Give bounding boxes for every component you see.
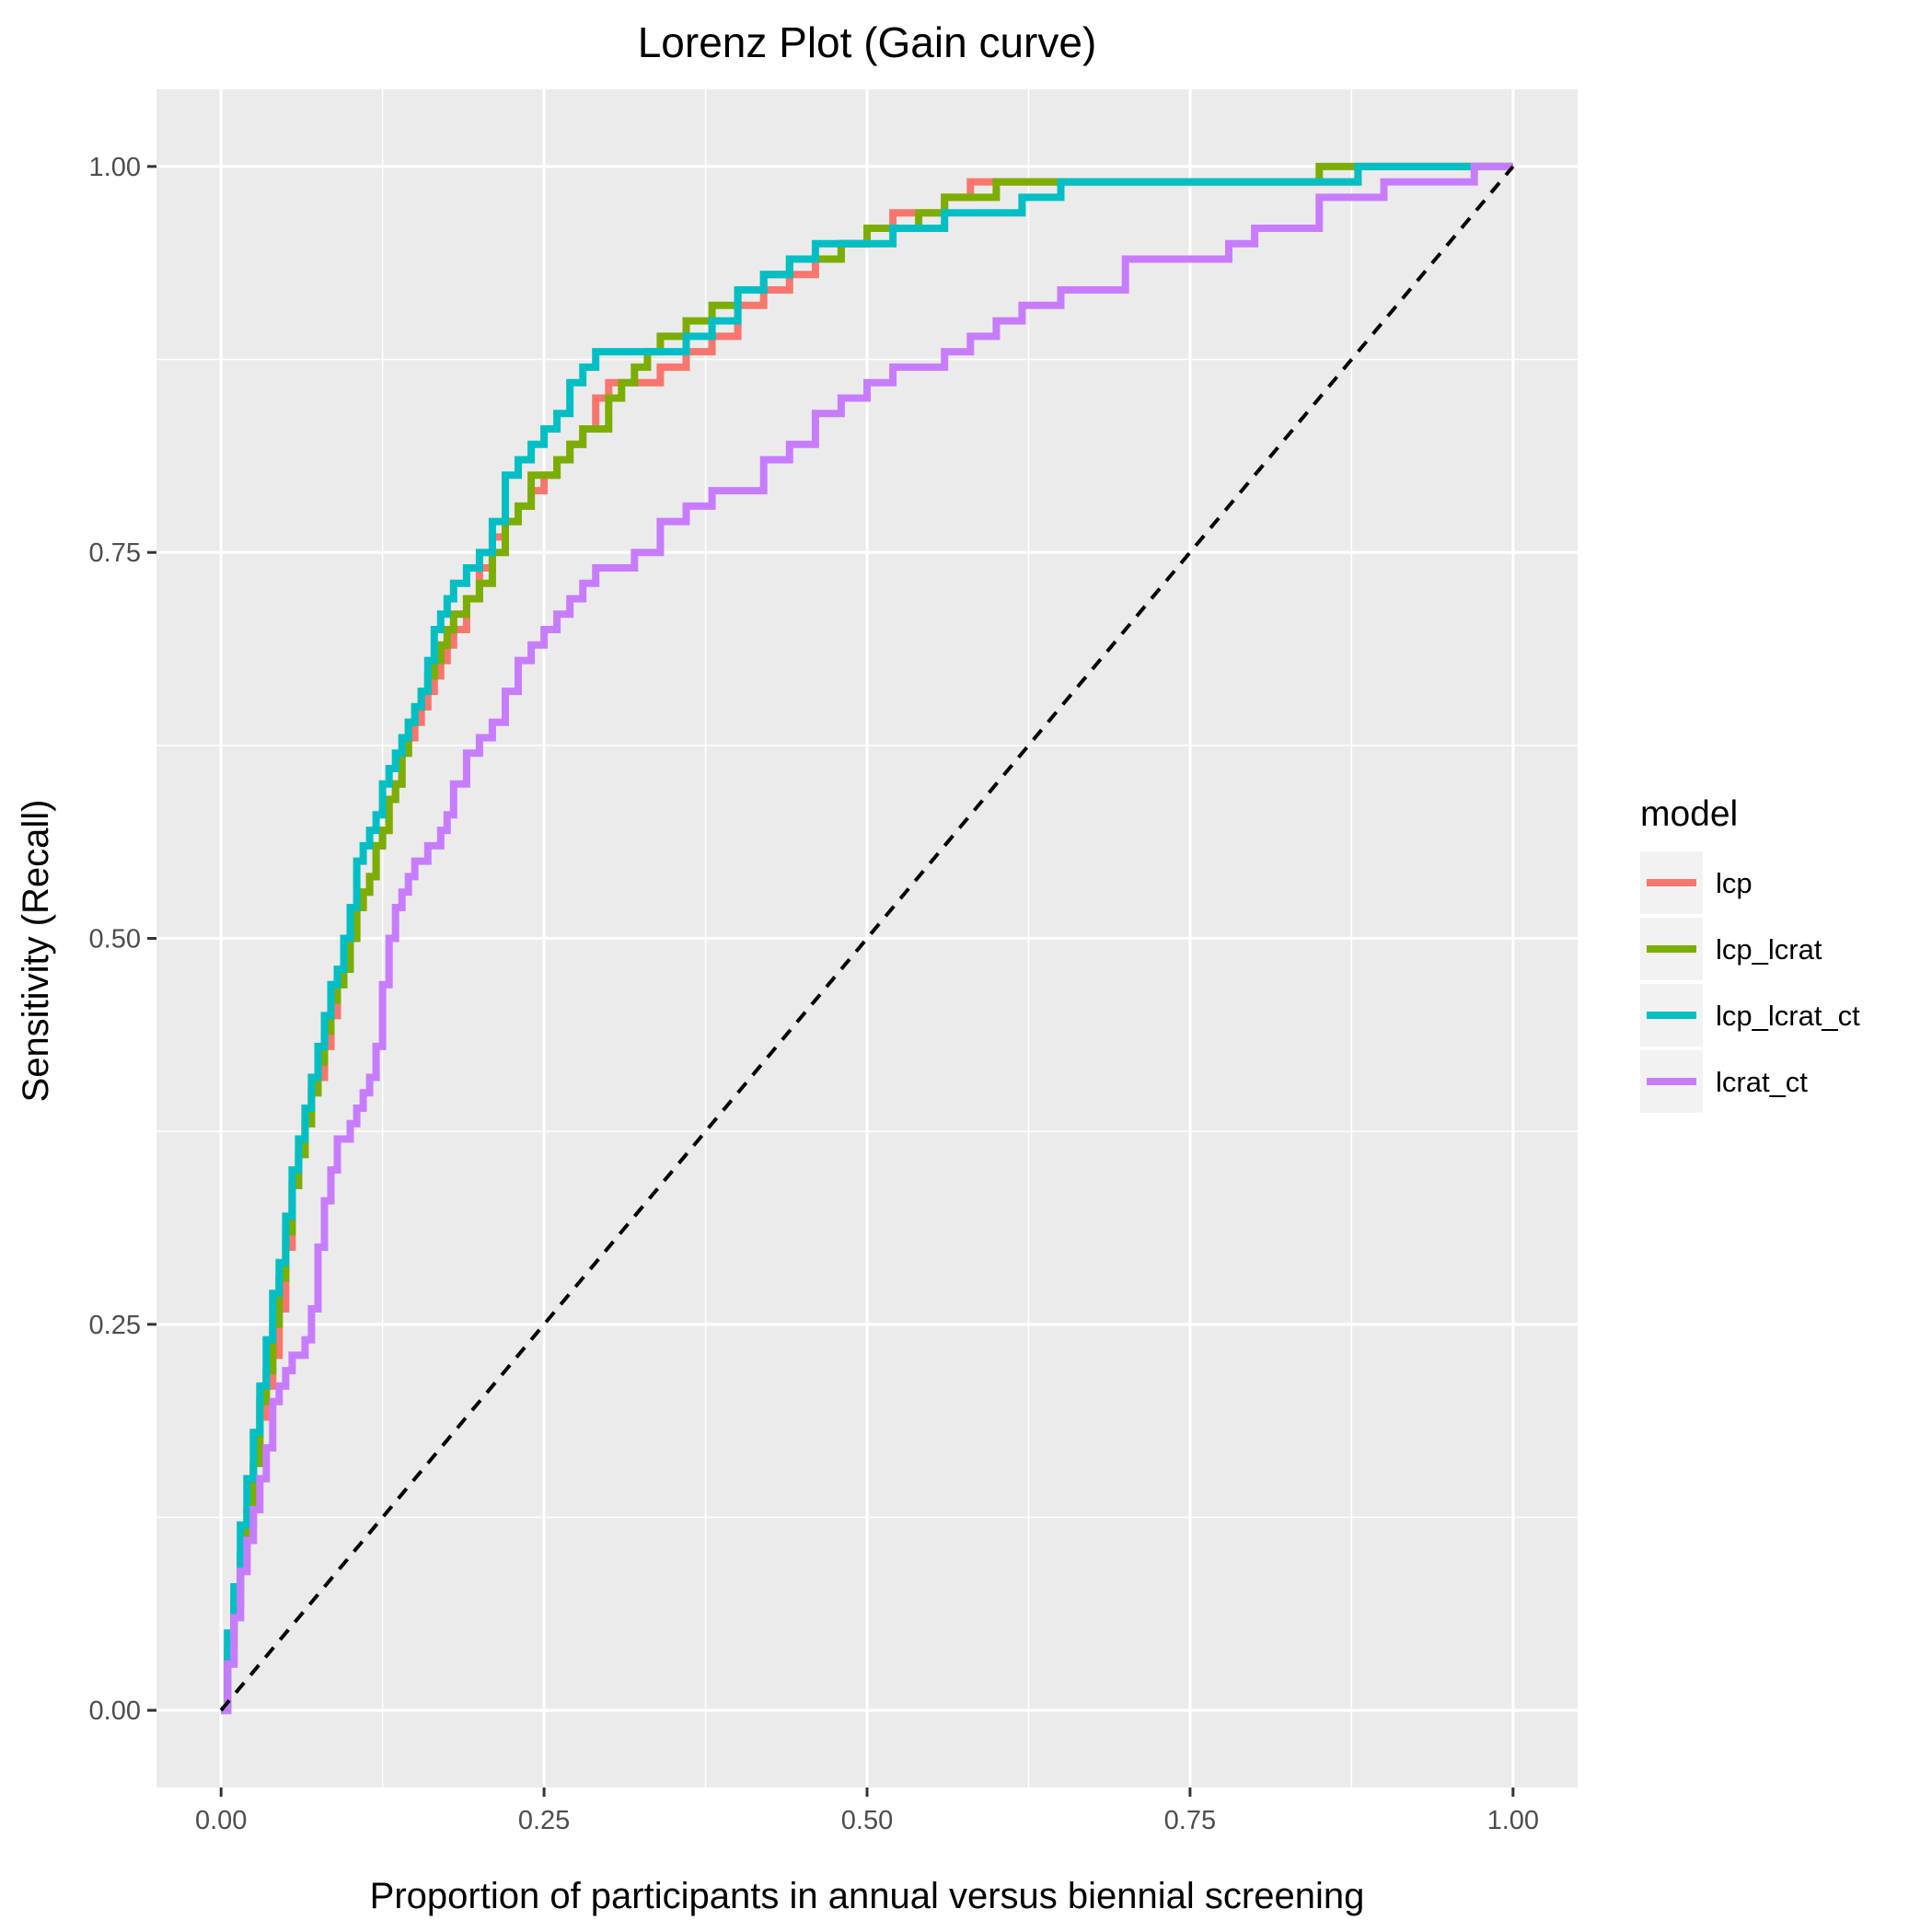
series-line-lcp_lcrat_ct — [221, 162, 1513, 1715]
axis-tick-labels: 0.00 0.25 0.50 0.75 1.00 0.00 0.25 0.50 0.75 1.00 — [89, 153, 1539, 1835]
legend-label: lcp_lcrat — [1716, 933, 1822, 966]
legend-item-lcp_lcrat: lcp_lcrat — [1640, 918, 1822, 980]
legend-item-lcp: lcp — [1640, 851, 1753, 914]
y-tick-label: 0.00 — [89, 1696, 141, 1726]
y-tick-label: 0.75 — [89, 538, 141, 568]
series-lines — [221, 162, 1513, 1715]
x-tick-label: 0.50 — [841, 1806, 893, 1835]
y-tick-label: 1.00 — [89, 153, 141, 182]
legend-items: lcp lcp_lcrat lcp_lcrat_ct lcrat_ct — [1640, 851, 1860, 1113]
legend-label: lcrat_ct — [1716, 1066, 1808, 1098]
legend: model lcp lcp_lcrat lcp_lcrat_ct lcrat_ct — [1640, 794, 1860, 1113]
chart-title: Lorenz Plot (Gain curve) — [638, 18, 1097, 66]
series-line-lcrat_ct — [221, 162, 1513, 1715]
y-axis-title: Sensitivity (Recall) — [16, 800, 56, 1103]
x-tick-label: 0.75 — [1164, 1806, 1216, 1835]
x-tick-label: 0.25 — [518, 1806, 570, 1835]
legend-label: lcp_lcrat_ct — [1716, 1000, 1860, 1032]
legend-item-lcrat_ct: lcrat_ct — [1640, 1050, 1808, 1113]
x-axis-title: Proportion of participants in annual ver… — [370, 1876, 1365, 1916]
x-tick-label: 0.00 — [195, 1806, 247, 1835]
legend-title: model — [1640, 794, 1738, 834]
legend-item-lcp_lcrat_ct: lcp_lcrat_ct — [1640, 984, 1860, 1047]
y-tick-label: 0.25 — [89, 1311, 141, 1340]
axis-ticks — [147, 165, 1515, 1797]
y-tick-label: 0.50 — [89, 925, 141, 954]
legend-label: lcp — [1716, 867, 1753, 899]
x-tick-label: 1.00 — [1487, 1806, 1539, 1835]
